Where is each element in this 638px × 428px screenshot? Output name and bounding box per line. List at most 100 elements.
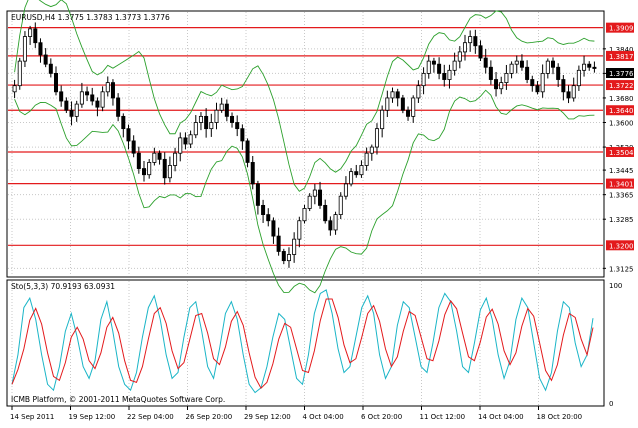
upper-band: [14, 0, 595, 192]
candle-body: [437, 63, 442, 74]
price-axis-label: 1.3285: [609, 216, 634, 224]
candle-body: [90, 94, 95, 102]
price-axis-label: 1.3365: [609, 192, 634, 200]
candle-body: [328, 220, 333, 231]
current-price-marker: 1.3776: [606, 68, 634, 78]
candle-body: [105, 82, 110, 93]
candle-body: [178, 137, 183, 154]
level-label: 1.3401: [609, 181, 634, 189]
candle-body: [167, 165, 172, 179]
price-axis-label: 1.3600: [609, 120, 634, 128]
candle-body: [74, 103, 79, 117]
candle-body: [43, 54, 48, 65]
candle-body: [587, 63, 592, 68]
candle-body: [561, 79, 566, 93]
candle-body: [509, 63, 514, 74]
level-labels: 1.3909 1.3817 1.3722 1.3640 1.3504 1.3401 1.32…: [606, 22, 634, 251]
candle-body: [380, 109, 385, 130]
candle-body: [95, 100, 100, 108]
candle-body: [504, 72, 509, 84]
candle-body: [100, 91, 105, 108]
candle-body: [550, 60, 555, 68]
candle-body: [224, 103, 229, 117]
stochastic-main-line: [11, 289, 594, 394]
candle-body: [250, 162, 255, 185]
candle-body: [488, 66, 493, 80]
candle-body: [271, 220, 276, 237]
time-axis-label: 19 Sep 12:00: [69, 413, 116, 421]
candle-body: [400, 97, 405, 111]
level-label: 1.3817: [609, 53, 634, 61]
candle-body: [69, 109, 74, 117]
level-label-box: [606, 105, 634, 116]
candle-body: [426, 60, 431, 74]
level-label-box: [606, 80, 634, 91]
candle-body: [292, 238, 297, 255]
time-axis: 14 Sep 2011 19 Sep 12:00 22 Sep 04:00 26 Se…: [10, 406, 582, 421]
time-axis-label: 29 Sep 12:00: [244, 413, 291, 421]
stochastic-lines: [11, 289, 594, 394]
price-axis-label: 1.3680: [609, 95, 634, 103]
horizontal-levels[interactable]: [8, 27, 603, 246]
level-label: 1.3504: [609, 149, 634, 157]
candle-body: [571, 85, 576, 99]
candle-body: [411, 97, 416, 117]
candle-body: [116, 97, 121, 117]
candle-body: [33, 28, 38, 44]
candle-body: [240, 128, 245, 142]
indicator-axis-top: 100: [609, 282, 622, 290]
price-axis-label: 1.3445: [609, 167, 634, 175]
candle-body: [390, 91, 395, 99]
candle-body: [519, 60, 524, 68]
candle-body: [556, 66, 561, 80]
price-panel[interactable]: [6, 10, 605, 278]
time-axis-label: 18 Oct 20:00: [537, 413, 583, 421]
time-axis-label: 11 Oct 12:00: [420, 413, 466, 421]
candle-body: [198, 115, 203, 123]
candle-body: [162, 158, 167, 179]
candle-body: [235, 122, 240, 130]
lower-band: [14, 89, 595, 294]
candle-body: [131, 140, 136, 154]
candle-body: [121, 115, 126, 130]
candle-body: [592, 66, 597, 69]
candle-body: [261, 204, 266, 216]
time-axis-label: 26 Sep 20:00: [186, 413, 233, 421]
time-axis-label: 4 Oct 04:00: [303, 413, 344, 421]
candle-body: [374, 128, 379, 148]
candle-body: [514, 60, 519, 65]
time-axis-label: 14 Sep 2011: [10, 413, 54, 421]
candle-body: [136, 152, 141, 169]
candle-body: [38, 42, 43, 56]
candle-body: [483, 57, 488, 68]
candle-body: [219, 103, 224, 111]
candle-body: [28, 28, 33, 37]
candle-body: [416, 85, 421, 99]
candle-body: [323, 204, 328, 222]
candle-body: [540, 72, 545, 93]
candle-body: [193, 122, 198, 136]
candle-body: [369, 146, 374, 154]
candle-body: [395, 91, 400, 99]
candle-body: [359, 165, 364, 176]
candle-body: [110, 82, 115, 99]
candle-body: [447, 69, 452, 80]
candle-body: [245, 140, 250, 163]
candle-body: [333, 214, 338, 231]
level-label-box: [606, 22, 634, 33]
candle-body: [473, 36, 478, 47]
candle-body: [535, 85, 540, 93]
level-label: 1.3722: [609, 82, 634, 90]
level-label: 1.3200: [609, 242, 634, 250]
candle-body: [478, 45, 483, 59]
time-axis-label: 22 Sep 04:00: [127, 413, 174, 421]
level-label-box: [606, 240, 634, 251]
candle-body: [349, 171, 354, 185]
candle-body: [494, 79, 499, 90]
candle-body: [157, 152, 162, 160]
indicator-panel[interactable]: [6, 279, 605, 407]
current-price-label: 1.3776: [609, 70, 634, 78]
symbol-header: EURUSD,H4 1.3775 1.3783 1.3773 1.3776: [11, 13, 170, 22]
candle-body: [142, 168, 147, 176]
